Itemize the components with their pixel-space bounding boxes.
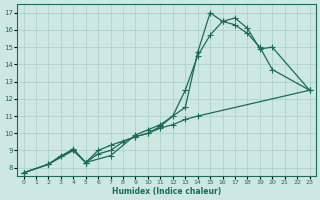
X-axis label: Humidex (Indice chaleur): Humidex (Indice chaleur): [112, 187, 221, 196]
